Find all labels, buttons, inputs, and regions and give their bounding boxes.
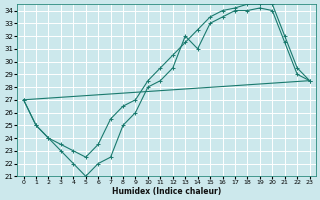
X-axis label: Humidex (Indice chaleur): Humidex (Indice chaleur) xyxy=(112,187,221,196)
